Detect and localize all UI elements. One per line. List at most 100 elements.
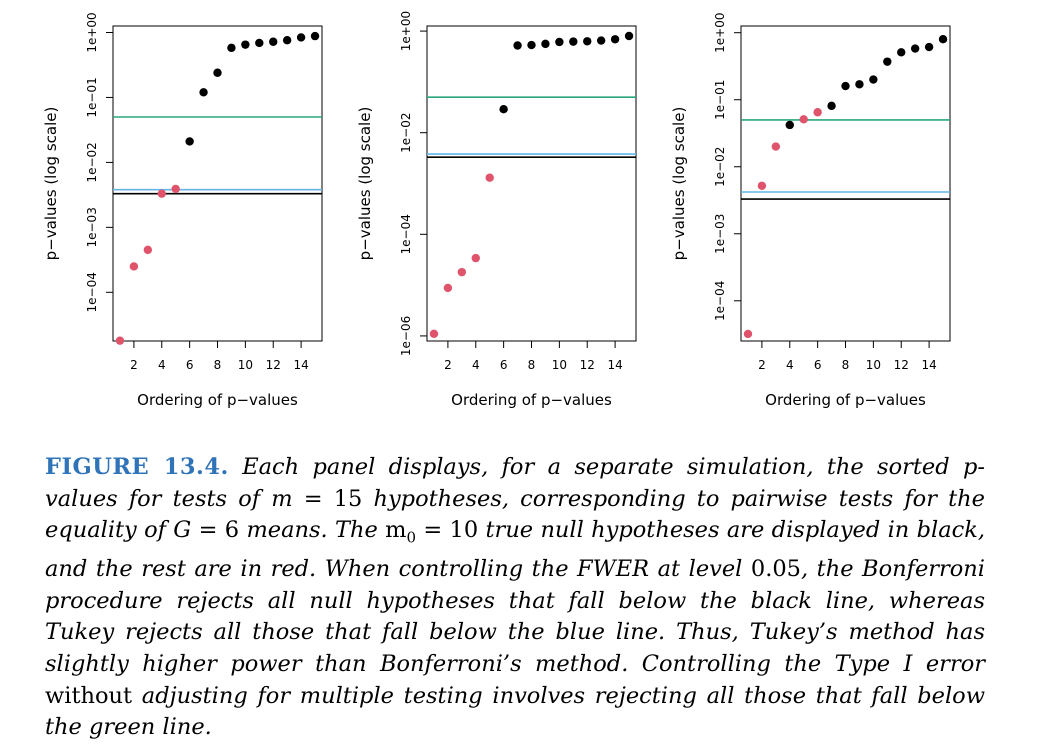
x-tick-label: 6	[186, 358, 194, 372]
y-tick-label: 1e+00	[713, 13, 727, 53]
null-point	[527, 40, 536, 50]
null-point	[938, 34, 948, 44]
null-point	[827, 101, 836, 111]
x-tick-label: 12	[266, 358, 281, 372]
null-point	[841, 81, 850, 91]
x-axis-label: Ordering of p−values	[451, 391, 612, 409]
null-point	[296, 33, 306, 42]
y-axis-label: p−values (log scale)	[42, 107, 60, 261]
null-point	[624, 31, 634, 41]
caption-math-g: G	[173, 517, 192, 544]
caption-text-2: hypotheses, corresponding to pairwise te…	[45, 485, 985, 544]
x-tick-label: 10	[238, 358, 253, 372]
y-tick-label: 1e−04	[85, 272, 99, 312]
nonnull-point	[471, 253, 480, 263]
x-tick-label: 10	[866, 358, 881, 372]
x-tick-label: 14	[921, 358, 936, 372]
x-tick-label: 14	[607, 358, 622, 372]
nonnull-point	[743, 329, 753, 339]
caption-math-m0-sub: 0	[406, 528, 417, 547]
x-tick-label: 4	[158, 358, 166, 372]
caption-level: 0.05	[750, 556, 801, 583]
null-point	[883, 57, 892, 66]
y-tick-label: 1e−06	[399, 316, 413, 356]
y-tick-label: 1e+00	[399, 11, 413, 51]
nonnull-point	[429, 329, 439, 339]
y-tick-label: 1e−02	[399, 113, 413, 153]
y-axis-label: p−values (log scale)	[670, 107, 688, 261]
x-axis-label: Ordering of p−values	[765, 391, 926, 409]
caption-text-4: true null hypotheses are displayed in bl…	[45, 517, 985, 583]
caption-math-m-value: = 15	[303, 485, 363, 512]
null-point	[785, 120, 794, 130]
x-tick-label: 2	[130, 358, 138, 372]
x-tick-label: 4	[786, 358, 794, 372]
y-tick-label: 1e−04	[713, 281, 727, 321]
y-tick-label: 1e−02	[713, 147, 727, 187]
x-tick-label: 8	[214, 358, 222, 372]
nonnull-point	[171, 184, 180, 194]
x-tick-label: 2	[444, 358, 452, 372]
y-tick-label: 1e−03	[85, 207, 99, 247]
null-point	[855, 80, 864, 89]
null-point	[897, 48, 906, 57]
caption-type-i: Type I error	[834, 651, 985, 678]
null-point	[213, 68, 222, 77]
nonnull-point	[771, 142, 781, 151]
nonnull-point	[143, 245, 153, 255]
panel-1: 2 4 6 8 10 12 14 1e+00 1e−01 1e−02 1e−03 1e−04 Order…	[42, 12, 323, 409]
y-tick-label: 1e+00	[85, 12, 99, 52]
null-point	[910, 44, 920, 53]
x-tick-label: 6	[500, 358, 508, 372]
null-point	[282, 36, 292, 45]
plot-frame	[740, 25, 951, 342]
nonnull-point	[813, 108, 822, 117]
null-point	[555, 37, 564, 47]
nonnull-point	[457, 267, 467, 277]
x-tick-label: 2	[758, 358, 766, 372]
y-tick-label: 1e−01	[85, 77, 99, 117]
caption-math-m0-value: = 10	[423, 517, 479, 544]
x-tick-label: 14	[293, 358, 308, 372]
plot-frame	[426, 25, 637, 342]
figure-label: FIGURE 13.4.	[45, 454, 229, 480]
panel-3: 2 4 6 8 10 12 14 1e+00 1e−01 1e−02 1e−03 1e−04 Order…	[670, 13, 951, 409]
y-tick-label: 1e−04	[399, 214, 413, 254]
x-tick-label: 4	[472, 358, 480, 372]
y-axis-label: p−values (log scale)	[356, 107, 374, 261]
x-tick-label: 12	[580, 358, 595, 372]
x-tick-label: 12	[894, 358, 909, 372]
null-point	[499, 105, 508, 114]
null-point	[255, 38, 264, 48]
y-tick-label: 1e−03	[713, 214, 727, 254]
nonnull-point	[757, 181, 767, 190]
null-point	[310, 31, 320, 41]
figure-caption: FIGURE 13.4. Each panel displays, for a …	[45, 452, 985, 744]
null-point	[241, 40, 250, 49]
caption-math-m0-base: m	[385, 517, 407, 544]
nonnull-point	[157, 189, 166, 198]
null-point	[199, 88, 208, 97]
nonnull-point	[129, 262, 139, 271]
nonnull-point	[115, 336, 125, 345]
x-tick-label: 6	[814, 358, 822, 372]
figure-charts: 2 4 6 8 10 12 14 1e+00 1e−01 1e−02 1e−03 1e−04 Order…	[42, 11, 951, 409]
null-point	[610, 35, 620, 44]
nonnull-point	[799, 115, 808, 124]
null-point	[269, 37, 278, 46]
null-point	[185, 137, 194, 146]
caption-text-6: adjusting for multiple testing involves …	[45, 682, 985, 741]
null-point	[541, 39, 550, 49]
caption-math-m: m	[271, 485, 293, 512]
null-point	[513, 41, 522, 50]
caption-without: without	[45, 682, 133, 709]
null-point	[869, 75, 878, 84]
null-point	[583, 37, 592, 46]
caption-text-3: means. The	[246, 517, 378, 544]
y-tick-label: 1e−01	[713, 80, 727, 120]
null-point	[596, 36, 606, 45]
panel-2: 2 4 6 8 10 12 14 1e+00 1e−02 1e−04 1e−06 Ordering o…	[356, 11, 637, 409]
null-point	[924, 42, 934, 52]
nonnull-point	[443, 283, 453, 293]
x-tick-label: 10	[552, 358, 567, 372]
